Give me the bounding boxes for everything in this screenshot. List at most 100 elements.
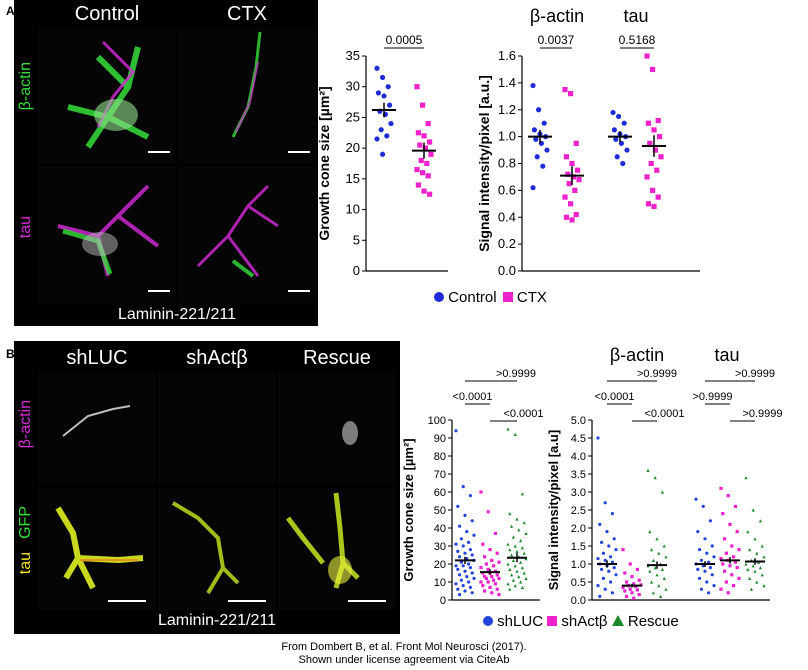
data-point <box>483 555 487 559</box>
panel-b-letter: B <box>6 347 15 361</box>
data-point <box>621 120 627 126</box>
legend-b: shLUC shActβ Rescue <box>483 613 679 630</box>
data-point <box>566 181 572 187</box>
data-point <box>658 154 664 160</box>
data-point <box>508 548 512 552</box>
data-point <box>506 582 510 586</box>
data-point <box>465 575 469 579</box>
data-point <box>758 519 762 523</box>
data-point <box>596 584 600 588</box>
data-point <box>492 564 496 568</box>
y-tick-label: 1.6 <box>498 48 516 63</box>
data-point <box>497 593 501 597</box>
micrograph-shluc-gfp <box>38 488 156 610</box>
data-point <box>490 558 494 562</box>
y-tick-label: 80 <box>434 451 446 463</box>
data-point <box>618 140 625 146</box>
data-point <box>497 560 501 564</box>
panel-a-header-control: Control <box>74 3 140 25</box>
data-point <box>701 504 705 508</box>
data-point <box>719 587 723 591</box>
data-point <box>519 560 523 564</box>
data-point <box>621 548 625 552</box>
data-point <box>732 555 736 559</box>
p-value-label: <0.0001 <box>644 408 684 420</box>
data-point <box>728 522 732 526</box>
data-point <box>374 136 380 142</box>
data-point <box>662 576 666 580</box>
data-point <box>522 571 526 575</box>
data-point <box>730 544 734 548</box>
data-point <box>660 567 664 571</box>
data-point <box>387 102 393 108</box>
y-tick-label: 30 <box>434 541 446 553</box>
data-point <box>461 584 465 588</box>
data-point <box>603 558 607 563</box>
data-point <box>488 548 492 552</box>
data-point <box>632 596 636 600</box>
data-point <box>576 177 582 183</box>
y-tick-label: 0.8 <box>498 156 516 171</box>
micrograph-shact-gfp <box>158 488 276 610</box>
data-point <box>737 576 741 580</box>
p-value-label: <0.0001 <box>452 391 492 403</box>
y-tick-label: 40 <box>434 523 446 535</box>
data-point <box>724 580 728 584</box>
data-point <box>513 564 517 568</box>
data-point <box>601 576 606 581</box>
data-point <box>719 557 723 561</box>
y-tick-label: 70 <box>434 469 446 481</box>
data-point <box>646 468 650 472</box>
micrograph-rescue-gfp <box>278 488 396 610</box>
data-point <box>530 82 536 89</box>
data-point <box>456 549 460 554</box>
data-point <box>755 551 759 555</box>
y-tick-label: 60 <box>434 487 446 499</box>
y-axis-label: Growth cone size [µm²] <box>316 86 332 240</box>
data-point <box>508 512 512 516</box>
legend-ctx-label: CTX <box>516 289 547 306</box>
data-point <box>737 548 741 552</box>
data-point <box>484 576 488 580</box>
data-point <box>461 485 465 489</box>
data-point <box>657 134 663 140</box>
legend-rescue-marker <box>611 615 624 626</box>
data-point <box>420 170 426 176</box>
y-tick-label: 20 <box>346 140 360 155</box>
data-point <box>467 580 471 584</box>
data-point <box>598 594 602 599</box>
y-axis-label: Signal intensity/pixel [a.u.] <box>476 75 492 252</box>
data-point <box>513 544 517 548</box>
p-value-label: >0.9999 <box>735 368 775 380</box>
growth-cone-image <box>231 31 262 138</box>
y-tick-label: 50 <box>434 505 446 517</box>
growth-cone-image <box>55 506 144 590</box>
data-point <box>414 84 420 90</box>
legend-control-marker <box>434 292 444 302</box>
data-point <box>459 578 463 582</box>
data-point <box>519 539 523 543</box>
data-point <box>536 107 542 113</box>
data-point <box>698 576 702 581</box>
data-point <box>751 564 755 568</box>
data-point <box>573 211 579 218</box>
data-point <box>696 567 700 572</box>
data-point <box>721 512 725 516</box>
data-point <box>746 567 750 571</box>
legend-shact-label: shActβ <box>561 613 608 630</box>
scale-bar <box>288 290 310 292</box>
data-point <box>465 530 469 534</box>
data-point <box>472 533 476 537</box>
data-point <box>541 120 547 126</box>
y-tick-label: 1.2 <box>498 102 516 117</box>
group-title: β-actin <box>530 6 584 26</box>
data-point <box>470 553 474 557</box>
data-point <box>456 587 460 591</box>
data-point <box>456 567 460 572</box>
data-point <box>530 185 536 191</box>
data-point <box>719 486 723 490</box>
data-point <box>623 589 627 593</box>
data-point <box>481 542 485 546</box>
data-point <box>468 548 472 552</box>
data-point <box>490 591 494 595</box>
